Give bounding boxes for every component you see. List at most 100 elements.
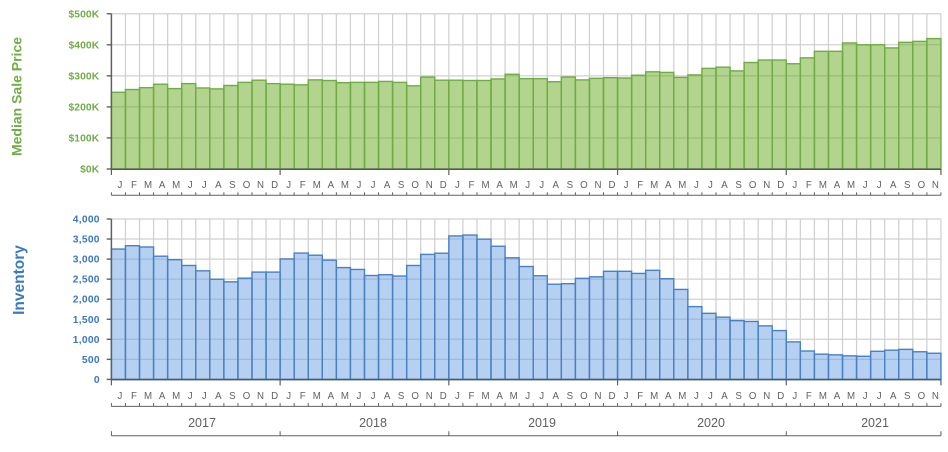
svg-text:F: F	[468, 391, 474, 402]
svg-text:M: M	[847, 180, 855, 191]
svg-text:J: J	[525, 180, 530, 191]
svg-text:S: S	[735, 391, 742, 402]
svg-text:2018: 2018	[359, 416, 387, 430]
svg-text:O: O	[749, 391, 757, 402]
svg-text:O: O	[243, 391, 251, 402]
svg-text:F: F	[637, 180, 643, 191]
svg-text:J: J	[539, 391, 544, 402]
svg-text:A: A	[384, 180, 391, 191]
svg-text:J: J	[286, 180, 291, 191]
svg-text:M: M	[144, 391, 152, 402]
svg-text:M: M	[313, 180, 321, 191]
svg-text:J: J	[863, 180, 868, 191]
svg-text:M: M	[481, 391, 489, 402]
svg-text:S: S	[904, 391, 911, 402]
svg-text:A: A	[159, 180, 166, 191]
svg-text:D: D	[609, 391, 616, 402]
svg-text:N: N	[426, 391, 433, 402]
svg-text:J: J	[202, 391, 207, 402]
svg-text:S: S	[567, 391, 574, 402]
svg-text:J: J	[118, 180, 123, 191]
svg-text:2021: 2021	[861, 416, 889, 430]
svg-text:F: F	[300, 180, 306, 191]
svg-text:D: D	[777, 391, 784, 402]
svg-text:A: A	[496, 180, 503, 191]
svg-text:N: N	[257, 180, 264, 191]
svg-text:J: J	[357, 391, 362, 402]
svg-text:1,000: 1,000	[73, 335, 100, 346]
svg-text:M: M	[650, 391, 658, 402]
svg-text:J: J	[455, 180, 460, 191]
svg-text:500: 500	[82, 355, 100, 366]
svg-text:2017: 2017	[188, 416, 216, 430]
svg-text:M: M	[341, 180, 349, 191]
svg-text:F: F	[131, 180, 137, 191]
svg-text:A: A	[890, 391, 897, 402]
svg-text:O: O	[411, 391, 419, 402]
svg-text:A: A	[834, 391, 841, 402]
svg-text:J: J	[694, 391, 699, 402]
svg-text:O: O	[580, 180, 588, 191]
svg-text:M: M	[172, 391, 180, 402]
svg-text:M: M	[678, 391, 686, 402]
svg-text:1,500: 1,500	[73, 315, 100, 326]
svg-text:S: S	[229, 180, 236, 191]
svg-text:N: N	[763, 180, 770, 191]
svg-text:Median Sale Price: Median Sale Price	[9, 37, 25, 156]
svg-text:D: D	[609, 180, 616, 191]
svg-text:$400K: $400K	[68, 40, 99, 51]
svg-text:J: J	[188, 180, 193, 191]
svg-text:$0K: $0K	[80, 165, 100, 176]
svg-text:N: N	[932, 180, 939, 191]
svg-text:Inventory: Inventory	[11, 245, 28, 315]
svg-text:J: J	[455, 391, 460, 402]
svg-text:3,500: 3,500	[73, 235, 100, 246]
svg-text:2,000: 2,000	[73, 295, 100, 306]
svg-text:M: M	[819, 391, 827, 402]
svg-text:J: J	[792, 391, 797, 402]
svg-text:O: O	[749, 180, 757, 191]
svg-text:M: M	[510, 391, 518, 402]
svg-text:J: J	[286, 391, 291, 402]
svg-text:F: F	[806, 391, 812, 402]
svg-text:J: J	[877, 180, 882, 191]
svg-text:4,000: 4,000	[73, 215, 100, 226]
svg-text:M: M	[650, 180, 658, 191]
svg-text:A: A	[553, 391, 560, 402]
svg-text:O: O	[243, 180, 251, 191]
svg-text:O: O	[580, 391, 588, 402]
svg-text:J: J	[188, 391, 193, 402]
svg-text:A: A	[721, 391, 728, 402]
svg-text:A: A	[159, 391, 166, 402]
svg-text:J: J	[624, 391, 629, 402]
svg-text:M: M	[678, 180, 686, 191]
svg-text:A: A	[215, 391, 222, 402]
svg-text:2019: 2019	[528, 416, 556, 430]
svg-text:M: M	[313, 391, 321, 402]
svg-text:F: F	[300, 391, 306, 402]
svg-text:M: M	[341, 391, 349, 402]
svg-text:$500K: $500K	[68, 9, 99, 20]
svg-text:J: J	[863, 391, 868, 402]
svg-text:D: D	[777, 180, 784, 191]
svg-text:J: J	[708, 180, 713, 191]
svg-text:M: M	[819, 180, 827, 191]
svg-text:A: A	[834, 180, 841, 191]
svg-text:N: N	[763, 391, 770, 402]
svg-text:S: S	[735, 180, 742, 191]
svg-text:M: M	[144, 180, 152, 191]
svg-text:0: 0	[94, 375, 100, 386]
svg-text:J: J	[792, 180, 797, 191]
svg-text:$100K: $100K	[68, 133, 99, 144]
svg-text:J: J	[525, 391, 530, 402]
svg-text:$200K: $200K	[68, 102, 99, 113]
svg-text:M: M	[481, 180, 489, 191]
svg-text:A: A	[215, 180, 222, 191]
svg-text:A: A	[721, 180, 728, 191]
svg-text:A: A	[328, 391, 335, 402]
svg-text:D: D	[440, 391, 447, 402]
svg-text:F: F	[806, 180, 812, 191]
svg-text:J: J	[202, 180, 207, 191]
svg-text:D: D	[271, 180, 278, 191]
svg-text:S: S	[229, 391, 236, 402]
